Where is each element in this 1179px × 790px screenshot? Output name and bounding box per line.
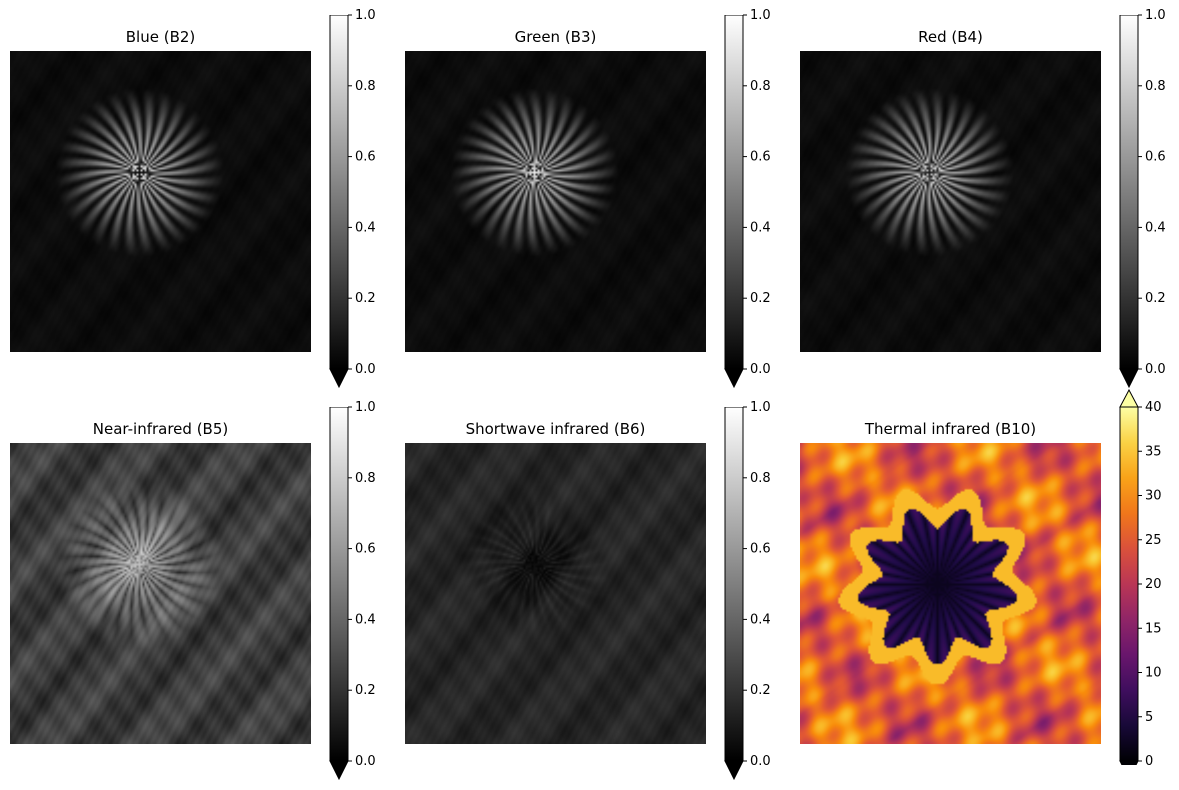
tick-label: 0.2 (1145, 291, 1166, 306)
colorbar-extend-min (329, 760, 349, 781)
colorbar (329, 407, 349, 781)
colorbar-ticks: 0.0 0.2 0.4 0.6 0.8 1.0 (348, 8, 376, 377)
colorbar-ticks: 0 5 10 15 20 25 30 35 40 (1138, 400, 1162, 769)
tick-label: 1.0 (750, 400, 771, 415)
panel-title: Thermal infrared (B10) (864, 420, 1037, 438)
colorbar (1119, 15, 1139, 389)
tick-label: 0.8 (1145, 79, 1166, 94)
panel-title: Shortwave infrared (B6) (465, 420, 646, 438)
colorbar (724, 15, 744, 389)
tick-label: 0.8 (355, 79, 376, 94)
tick-label: 15 (1145, 621, 1162, 636)
tick-label: 5 (1145, 710, 1153, 725)
tick-label: 1.0 (355, 8, 376, 23)
tick-label: 0.6 (750, 150, 771, 165)
tick-label: 0.4 (750, 612, 771, 627)
tick-label: 0.2 (355, 291, 376, 306)
tick-label: 0.8 (750, 471, 771, 486)
tick-label: 1.0 (355, 400, 376, 415)
colorbar-ticks: 0.0 0.2 0.4 0.6 0.8 1.0 (348, 400, 376, 769)
colorbar-gradient (1119, 406, 1139, 762)
tick-label: 0.6 (750, 542, 771, 557)
colorbar-gradient (1119, 15, 1139, 370)
colorbar-gradient (329, 15, 349, 370)
colorbar-extend-max (1119, 389, 1139, 408)
tick-label: 0.8 (355, 471, 376, 486)
tick-label: 0.4 (1145, 220, 1166, 235)
colorbar-ticks: 0.0 0.2 0.4 0.6 0.8 1.0 (1138, 8, 1166, 377)
band-image (10, 443, 311, 744)
colorbar-ticks: 0.0 0.2 0.4 0.6 0.8 1.0 (743, 400, 771, 769)
band-image (405, 51, 706, 352)
tick-label: 0.2 (355, 683, 376, 698)
colorbar-extend-min (724, 368, 744, 389)
tick-label: 0.0 (355, 362, 376, 377)
tick-label: 0.6 (355, 150, 376, 165)
tick-label: 0.6 (1145, 150, 1166, 165)
tick-label: 0.6 (355, 542, 376, 557)
panel-title: Red (B4) (918, 28, 983, 46)
band-image (10, 51, 311, 352)
colorbar-gradient (724, 407, 744, 762)
tick-label: 10 (1145, 666, 1162, 681)
tick-label: 0.0 (750, 754, 771, 769)
panel-title: Near-infrared (B5) (92, 420, 229, 438)
colorbar-extend-min (1119, 760, 1139, 765)
colorbar-gradient (724, 15, 744, 370)
band-image (405, 443, 706, 744)
tick-label: 0.2 (750, 291, 771, 306)
tick-label: 0.0 (1145, 362, 1166, 377)
tick-label: 40 (1145, 400, 1162, 415)
band-image (800, 51, 1101, 352)
tick-label: 20 (1145, 577, 1162, 592)
tick-label: 1.0 (1145, 8, 1166, 23)
tick-label: 0 (1145, 754, 1153, 769)
colorbar-extend-min (1119, 368, 1139, 389)
thermal-band-image (800, 443, 1101, 744)
colorbar-extend-min (724, 760, 744, 781)
colorbar (724, 407, 744, 781)
tick-label: 30 (1145, 489, 1162, 504)
panel-title: Blue (B2) (125, 28, 196, 46)
tick-label: 0.4 (355, 612, 376, 627)
tick-label: 0.4 (750, 220, 771, 235)
colorbar-ticks: 0.0 0.2 0.4 0.6 0.8 1.0 (743, 8, 771, 377)
panel-title: Green (B3) (514, 28, 597, 46)
colorbar-extend-min (329, 368, 349, 389)
tick-label: 35 (1145, 444, 1162, 459)
tick-label: 0.2 (750, 683, 771, 698)
tick-label: 0.0 (355, 754, 376, 769)
tick-label: 0.8 (750, 79, 771, 94)
tick-label: 0.4 (355, 220, 376, 235)
tick-label: 0.0 (750, 362, 771, 377)
tick-label: 25 (1145, 533, 1162, 548)
colorbar (329, 15, 349, 389)
colorbar-gradient (329, 407, 349, 762)
tick-label: 1.0 (750, 8, 771, 23)
